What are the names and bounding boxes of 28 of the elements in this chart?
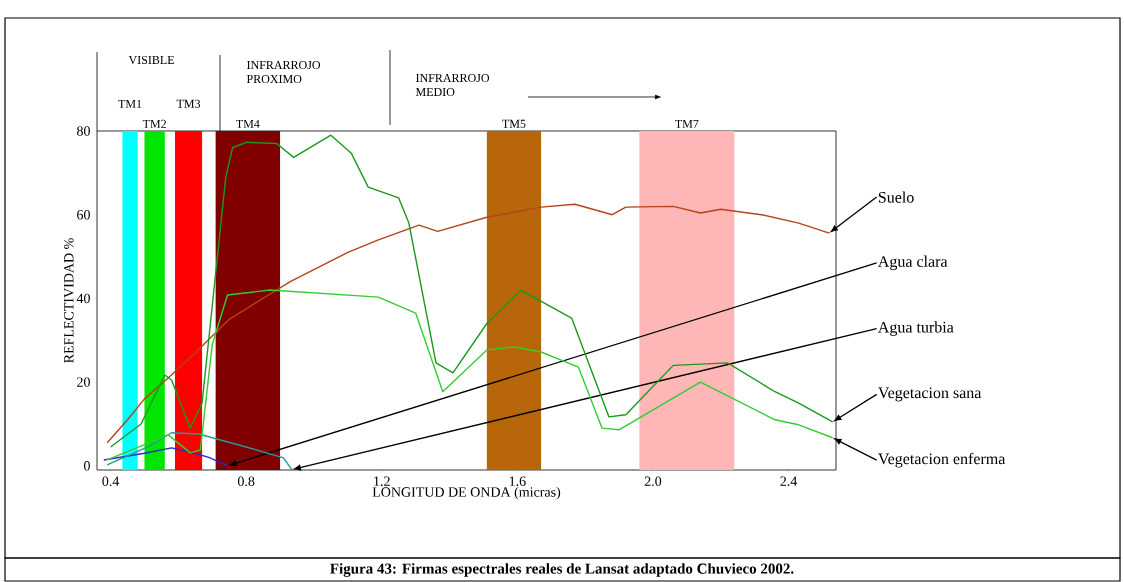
- y-tick-label: 20: [77, 377, 90, 387]
- text: Vegetacion sana: [878, 387, 982, 402]
- y-tick-label: 60: [77, 209, 90, 220]
- band-label: TM4: [236, 119, 260, 128]
- y-tick-label: 40: [76, 293, 90, 304]
- x-tick-label: 0.8: [237, 476, 255, 487]
- x-tick-label: 2.4: [780, 476, 798, 487]
- text: Figura 43: Firmas espectrales reales de Lansat adaptado Chuvieco 2002.: [330, 563, 794, 577]
- x-tick-label: 1.6: [509, 476, 526, 487]
- text: INFRARROJO PROXIMO: [246, 60, 321, 84]
- y-axis-title: REFLECTIVIDAD %: [64, 238, 74, 363]
- y-tick-label: 0: [84, 461, 90, 471]
- x-tick-label: 2.0: [644, 476, 662, 487]
- text: VISIBLE: [128, 55, 174, 65]
- y-tick-label: 80: [77, 126, 90, 136]
- band-label: TM3: [176, 99, 201, 108]
- x-tick-label: 0.4: [102, 476, 120, 487]
- band-label: TM2: [142, 119, 166, 128]
- x-axis-title: LONGITUD DE ONDA (micras): [372, 486, 561, 500]
- text: Suelo: [878, 191, 914, 203]
- text: INFRARROJO MEDIO: [415, 73, 490, 97]
- x-tick-label: 1.2: [374, 476, 390, 487]
- band-label: TM5: [502, 119, 526, 128]
- text: Agua clara: [878, 255, 948, 271]
- text: Vegetacion enferma: [878, 452, 1006, 468]
- band-label: TM1: [118, 99, 142, 108]
- band-label: TM7: [675, 119, 699, 128]
- text: Agua turbia: [878, 321, 954, 336]
